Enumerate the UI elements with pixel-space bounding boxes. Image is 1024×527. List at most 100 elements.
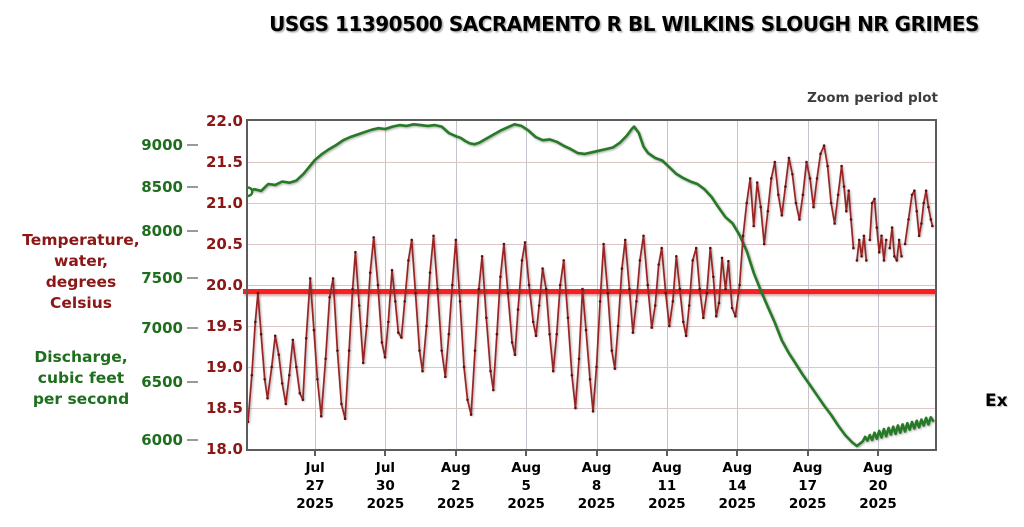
temperature-point-dot: [558, 283, 562, 287]
discharge-tick-label: 7500: [141, 268, 183, 287]
temperature-point-dot: [513, 353, 517, 356]
temperature-point-dot: [882, 259, 886, 262]
discharge-tick-label: 8500: [141, 177, 183, 196]
temperature-point-dot: [884, 238, 888, 242]
temperature-axis-title-line: water,: [54, 252, 108, 270]
temperature-point-dot: [347, 349, 351, 352]
temperature-point-dot: [387, 320, 390, 324]
temperature-point-dot: [466, 398, 469, 402]
temperature-point-dot: [510, 341, 514, 344]
temperature-point-dot: [836, 193, 840, 197]
discharge-tick-mark: [187, 144, 198, 146]
discharge-tick-mark: [187, 185, 198, 188]
temperature-point-dot: [745, 201, 748, 205]
date-tick-label-line: Jul: [375, 460, 396, 476]
date-tick-label-line: 2025: [577, 496, 616, 512]
page-title: USGS 11390500 SACRAMENTO R BL WILKINS SL…: [269, 12, 979, 36]
temperature-point-dot: [857, 238, 861, 242]
temperature-point-dot: [602, 242, 605, 246]
temperature-point-dot: [730, 306, 734, 310]
date-tick-label: Aug 11 2025: [635, 459, 699, 513]
discharge-tick-mark: [187, 229, 198, 232]
temperature-point-dot: [270, 365, 273, 369]
temperature-point-dot: [266, 396, 269, 400]
temperature-point-dot: [875, 226, 879, 229]
temperature-point-dot: [724, 287, 727, 291]
chart-canvas[interactable]: [248, 121, 935, 449]
temperature-point-dot: [865, 259, 868, 262]
plot-area-frame[interactable]: [246, 119, 937, 451]
temperature-point-dot: [849, 218, 853, 221]
temperature-point-dot: [913, 189, 916, 192]
temperature-point-dot: [840, 164, 843, 168]
discharge-tick-mark: [187, 276, 198, 279]
horizontal-gridline: [248, 367, 935, 368]
temperature-point-dot: [860, 255, 863, 258]
temperature-point-dot: [451, 283, 454, 287]
date-tick-label: Aug 20 2025: [846, 459, 910, 513]
date-tick-label-line: 5: [521, 478, 531, 494]
temperature-point-dot: [273, 334, 277, 338]
temperature-tick-label: 21.0: [205, 194, 243, 212]
temperature-point-dot: [403, 300, 406, 303]
temperature-point-dot: [447, 332, 451, 336]
temperature-point-dot: [365, 324, 368, 328]
temperature-point-dot: [520, 259, 524, 262]
temperature-point-dot: [829, 201, 833, 205]
temperature-point-dot: [581, 287, 584, 291]
temperature-point-dot: [845, 209, 848, 213]
temperature-point-dot: [917, 234, 921, 238]
discharge-tick-mark: [187, 326, 198, 329]
date-tick-label: Aug 2 2025: [424, 459, 488, 513]
temperature-point-dot: [870, 201, 874, 205]
temperature-point-dot: [421, 369, 424, 373]
temperature-point-dot: [748, 177, 752, 180]
temperature-point-dot: [298, 391, 302, 395]
temperature-point-dot: [842, 185, 846, 188]
discharge-tick-mark: [187, 380, 198, 383]
temperature-point-dot: [888, 246, 891, 250]
temperature-point-dot: [895, 259, 899, 262]
temperature-point-dot: [495, 332, 499, 336]
temperature-point-dot: [819, 152, 822, 156]
temperature-point-dot: [598, 300, 602, 303]
temperature-point-dot: [762, 242, 766, 246]
temperature-point-dot: [664, 291, 667, 295]
temperature-point-dot: [469, 413, 473, 416]
temperature-point-dot: [288, 373, 291, 377]
temperature-point-dot: [523, 241, 527, 244]
temperature-point-dot: [780, 214, 784, 217]
temperature-point-dot: [248, 420, 250, 424]
temperature-point-dot: [534, 334, 538, 338]
temperature-point-dot: [929, 218, 933, 221]
temperature-point-dot: [280, 382, 284, 385]
date-tick-label-line: 2: [451, 478, 461, 494]
date-tick-label-line: 2025: [718, 496, 757, 512]
temperature-point-dot: [277, 353, 280, 356]
temperature-point-dot: [428, 271, 432, 274]
temperature-point-dot: [734, 314, 737, 318]
temperature-point-dot: [927, 205, 930, 209]
date-tick-label-line: 17: [798, 478, 818, 494]
temperature-point-dot: [720, 256, 724, 260]
temperature-point-dot: [808, 177, 812, 180]
temperature-point-dot: [414, 291, 417, 295]
temperature-point-dot: [702, 316, 705, 320]
temperature-point-dot: [727, 259, 730, 263]
horizontal-gridline: [248, 203, 935, 204]
temperature-point-dot: [555, 332, 558, 336]
date-tick-mark: [384, 451, 387, 456]
temperature-tick-label: 19.0: [205, 358, 243, 376]
temperature-point-dot: [805, 160, 808, 164]
temperature-point-dot: [847, 189, 850, 192]
temperature-point-dot: [458, 300, 462, 303]
temperature-point-dot: [668, 324, 671, 328]
temperature-point-dot: [616, 324, 620, 328]
discharge-start-marker: [248, 186, 254, 198]
temperature-point-dot: [717, 301, 721, 305]
temperature-point-dot: [801, 193, 805, 197]
date-tick-label-line: 2025: [437, 496, 475, 512]
temperature-point-dot: [304, 337, 308, 340]
temperature-tick-label: 22.0: [205, 112, 243, 130]
temperature-point-dot: [577, 357, 581, 361]
